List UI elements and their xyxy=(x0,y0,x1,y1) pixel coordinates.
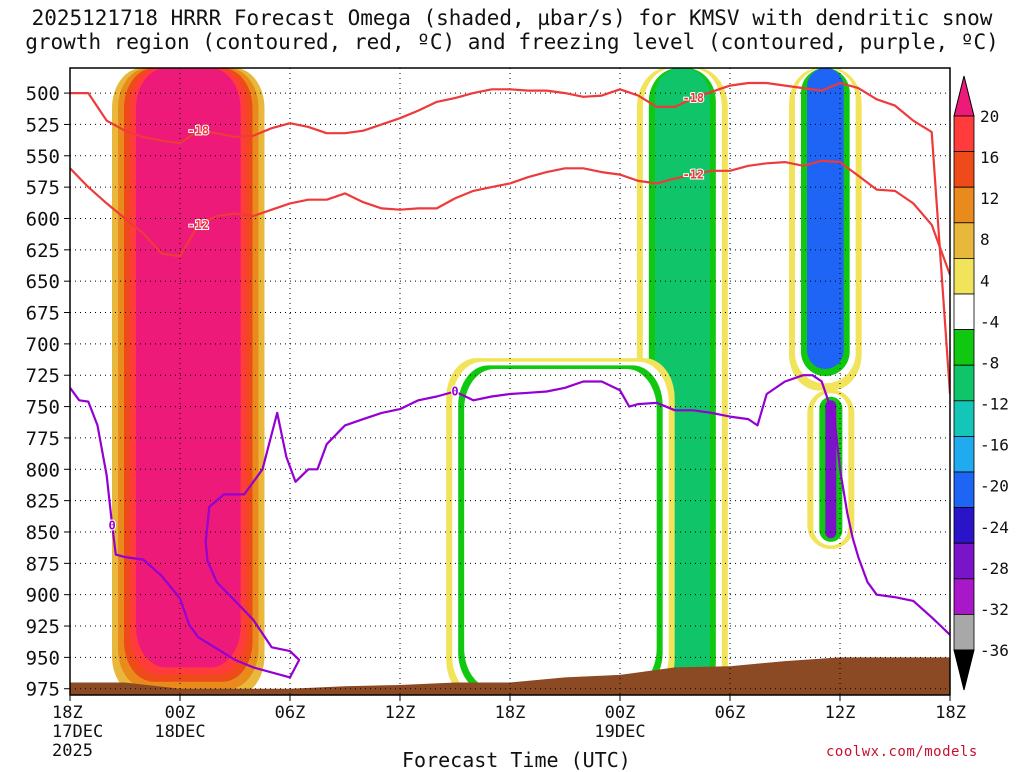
y-tick-label: 650 xyxy=(26,271,60,293)
x-tick-date: 18DEC xyxy=(154,722,205,742)
y-tick-label: 725 xyxy=(26,365,60,387)
colorbar-label: -28 xyxy=(980,559,1009,578)
site-credit[interactable]: coolwx.com/models xyxy=(826,744,978,760)
colorbar-label: -12 xyxy=(980,395,1009,414)
colorbar-label: -36 xyxy=(980,641,1009,660)
colorbar-label: 8 xyxy=(980,230,990,249)
y-tick-label: 925 xyxy=(26,616,60,638)
colorbar-label: -24 xyxy=(980,518,1009,537)
y-tick-label: 575 xyxy=(26,177,60,199)
contour-label: -12 xyxy=(187,218,209,232)
contour-line xyxy=(70,374,950,679)
colorbar-swatch xyxy=(953,400,975,437)
chart-title-line2: growth region (contoured, red, ºC) and f… xyxy=(25,30,999,54)
x-tick-label: 12Z xyxy=(385,703,416,723)
y-tick-label: 775 xyxy=(26,428,60,450)
y-tick-label: 875 xyxy=(26,553,60,575)
x-axis-title: Forecast Time (UTC) xyxy=(402,748,631,772)
colorbar-label: -4 xyxy=(980,312,999,331)
colorbar-swatch xyxy=(953,507,975,544)
x-tick-label: 18Z xyxy=(52,703,83,723)
colorbar-swatch xyxy=(953,186,975,224)
x-tick-label: 06Z xyxy=(275,703,306,723)
y-tick-label: 600 xyxy=(26,208,60,230)
y-tick-label: 675 xyxy=(26,303,60,325)
x-tick-label: 18Z xyxy=(935,703,966,723)
x-tick-label: 12Z xyxy=(825,703,856,723)
x-tick-year: 2025 xyxy=(52,741,93,761)
omega-cell xyxy=(136,68,241,668)
x-tick-label: 18Z xyxy=(495,703,526,723)
x-tick-date: 19DEC xyxy=(594,722,645,742)
colorbar-swatch xyxy=(953,578,975,615)
contour-line xyxy=(70,81,950,395)
colorbar-swatch xyxy=(953,471,975,508)
colorbar-label: 20 xyxy=(980,107,999,126)
colorbar-label: -20 xyxy=(980,477,1009,496)
colorbar-min-arrow xyxy=(953,649,975,691)
colorbar-label: -16 xyxy=(980,436,1009,455)
x-tick-label: 06Z xyxy=(715,703,746,723)
contour-label: -18 xyxy=(682,91,704,105)
y-tick-label: 750 xyxy=(26,397,60,419)
colorbar-max-arrow xyxy=(953,75,975,117)
y-tick-label: 700 xyxy=(26,334,60,356)
chart-title-line1: 2025121718 HRRR Forecast Omega (shaded, … xyxy=(31,6,993,30)
y-tick-label: 500 xyxy=(26,83,60,105)
y-tick-label: 825 xyxy=(26,491,60,513)
omega-shading xyxy=(112,68,862,695)
colorbar-swatch xyxy=(953,542,975,580)
y-tick-label: 625 xyxy=(26,240,60,262)
x-tick-label: 00Z xyxy=(165,703,196,723)
colorbar-swatch xyxy=(953,614,975,651)
contour-label: -12 xyxy=(682,168,704,182)
x-tick-date: 17DEC xyxy=(52,722,103,742)
contour-label: 0 xyxy=(109,519,116,533)
colorbar-swatch xyxy=(953,115,975,152)
y-tick-label: 525 xyxy=(26,114,60,136)
colorbar-legend: 20 16 12 8 4 -4 -8 -12 -16 -20 -24 -28 -32 -36 xyxy=(953,75,1009,691)
y-tick-label: 800 xyxy=(26,459,60,481)
colorbar-label: -32 xyxy=(980,600,1009,619)
colorbar-swatch xyxy=(953,293,975,330)
terrain-fill xyxy=(70,657,950,695)
colorbar-label: 16 xyxy=(980,148,999,167)
y-tick-label: 550 xyxy=(26,146,60,168)
colorbar-swatch xyxy=(953,435,975,473)
colorbar-swatch xyxy=(953,222,975,259)
colorbar-swatch xyxy=(953,364,975,402)
colorbar-swatch xyxy=(953,257,975,295)
y-tick-label: 950 xyxy=(26,647,60,669)
colorbar-label: -8 xyxy=(980,353,999,372)
colorbar-swatch xyxy=(953,329,975,366)
colorbar-swatch xyxy=(953,151,975,188)
contour-label: 0 xyxy=(451,385,458,399)
y-tick-label: 850 xyxy=(26,522,60,544)
colorbar-label: 4 xyxy=(980,271,990,290)
x-tick-label: 00Z xyxy=(605,703,636,723)
colorbar-label: 12 xyxy=(980,189,999,208)
contour-label: -18 xyxy=(187,124,209,138)
y-tick-label: 975 xyxy=(26,679,60,701)
contour-line xyxy=(70,159,950,276)
y-tick-label: 900 xyxy=(26,585,60,607)
omega-cell xyxy=(464,368,657,689)
